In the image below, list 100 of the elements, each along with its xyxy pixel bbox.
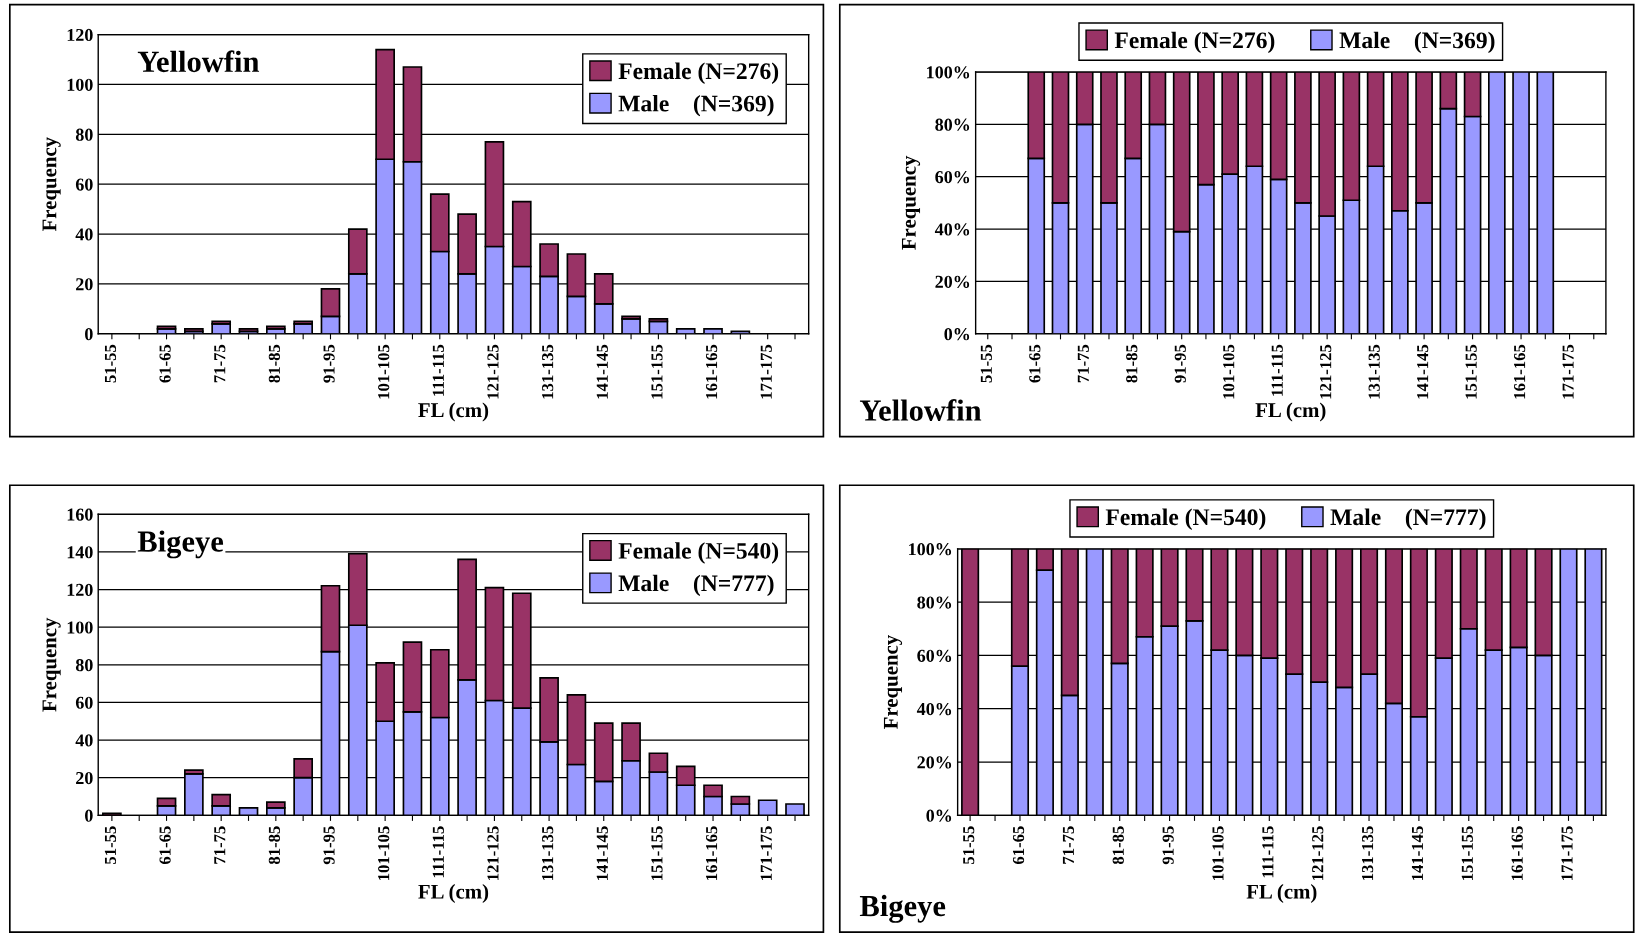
x-tick-label: 81-85 [268, 344, 281, 383]
x-tick-label: 61-65 [159, 826, 171, 865]
chart-title: Yellowfin [137, 50, 260, 73]
y-axis-title: Frequency [42, 617, 61, 712]
y-tick-label: 100% [927, 66, 970, 79]
x-tick-label: 141-145 [1411, 826, 1424, 880]
x-tick-label: 131-135 [542, 344, 554, 399]
y-tick-label: 80 [75, 128, 93, 141]
chart-title: Bigeye [137, 530, 224, 559]
x-tick-label: 151-155 [651, 826, 663, 880]
y-tick-label: 120 [67, 583, 93, 596]
legend-label: Male (N=777) [1330, 508, 1486, 530]
x-tick-label: 171-175 [1561, 826, 1573, 880]
x-tick-label: 171-175 [1562, 344, 1574, 399]
y-tick-label: 100% [909, 543, 952, 556]
y-tick-label: 20 [76, 278, 93, 291]
x-tick-label: 101-105 [378, 344, 390, 399]
x-tick-label: 61-65 [1012, 826, 1025, 865]
x-tick-label: 131-135 [542, 826, 554, 880]
y-tick-label: 20% [935, 275, 970, 288]
y-tick-label: 40% [916, 702, 952, 716]
x-tick-label: 121-125 [487, 344, 499, 399]
x-axis-title: FL (cm) [1246, 884, 1317, 903]
x-tick-label: 161-165 [706, 344, 718, 399]
x-axis-title: FL (cm) [418, 884, 489, 903]
x-axis-title: FL (cm) [418, 402, 489, 422]
y-tick-label: 20% [917, 756, 952, 769]
x-tick-label: 101-105 [378, 826, 390, 880]
y-axis-title: Frequency [883, 635, 903, 729]
y-tick-label: 40 [75, 734, 93, 747]
x-axis-title: FL (cm) [1255, 402, 1326, 422]
x-tick-label: 71-75 [1062, 826, 1075, 864]
x-tick-label: 81-85 [1112, 826, 1124, 865]
x-tick-label: 151-155 [1461, 826, 1473, 880]
x-tick-label: 131-135 [1362, 826, 1374, 880]
x-tick-label: 61-65 [1029, 344, 1041, 383]
y-axis-title: Frequency [901, 155, 921, 250]
x-tick-label: 81-85 [268, 826, 281, 865]
x-tick-label: 171-175 [760, 826, 772, 880]
y-tick-label: 60% [917, 649, 952, 662]
x-tick-label: 141-145 [596, 344, 608, 399]
x-tick-label: 111-115 [432, 344, 444, 396]
y-tick-label: 0 [85, 809, 93, 822]
text: Bigeye [859, 894, 946, 923]
x-tick-label: 91-95 [323, 826, 335, 865]
x-tick-label: 121-125 [1312, 826, 1324, 880]
legend-label: Female (N=276) [618, 62, 779, 84]
bar [265, 325, 286, 330]
x-tick-label: 91-95 [1162, 826, 1174, 865]
y-tick-label: 100 [67, 621, 93, 634]
x-tick-label: 51-55 [963, 826, 975, 864]
x-tick-label: 51-55 [104, 344, 117, 383]
y-tick-label: 20 [76, 771, 93, 785]
x-tick-label: 111-115 [432, 826, 444, 878]
legend-label: Male (N=369) [618, 94, 774, 117]
x-tick-label: 101-105 [1223, 344, 1235, 399]
y-tick-label: 60 [75, 696, 93, 709]
y-tick-label: 60 [75, 178, 93, 191]
y-tick-label: 140 [67, 546, 93, 559]
bar [156, 325, 177, 330]
x-tick-label: 101-105 [1212, 826, 1224, 880]
y-tick-label: 120 [67, 28, 93, 42]
y-tick-label: 0% [926, 809, 952, 822]
x-tick-label: 161-165 [1514, 344, 1526, 399]
x-tick-label: 91-95 [1174, 344, 1186, 383]
y-tick-label: 0 [85, 328, 93, 341]
x-tick-label: 121-125 [487, 826, 499, 880]
x-tick-label: 51-55 [104, 826, 117, 864]
x-tick-label: 71-75 [1077, 344, 1089, 383]
x-tick-label: 51-55 [980, 344, 992, 383]
y-tick-label: 0% [944, 328, 970, 341]
x-tick-label: 151-155 [651, 344, 663, 399]
x-tick-label: 121-125 [1320, 344, 1332, 399]
legend-label: Male (N=777) [618, 574, 774, 597]
x-tick-label: 171-175 [760, 344, 772, 399]
x-tick-label: 111-115 [1262, 826, 1274, 878]
legend-label: Female (N=540) [618, 542, 779, 564]
legend-label: Female (N=540) [1105, 508, 1266, 530]
x-tick-label: 111-115 [1271, 344, 1283, 396]
y-tick-label: 80% [935, 118, 970, 131]
y-tick-label: 160 [67, 508, 93, 521]
legend-label: Male (N=369) [1339, 31, 1495, 54]
x-tick-label: 71-75 [214, 826, 226, 864]
text: Yellowfin [859, 399, 982, 421]
y-tick-label: 60% [935, 170, 970, 184]
x-tick-label: 161-165 [706, 826, 718, 880]
legend-label: Female (N=276) [1114, 31, 1275, 54]
y-tick-label: 40 [75, 228, 93, 241]
y-tick-label: 80 [75, 659, 93, 672]
x-tick-label: 61-65 [159, 344, 171, 383]
y-tick-label: 100 [67, 78, 93, 91]
x-tick-label: 151-155 [1465, 344, 1477, 399]
x-tick-label: 131-135 [1368, 344, 1380, 399]
y-axis-title: Frequency [42, 137, 61, 232]
x-tick-label: 141-145 [596, 826, 608, 880]
x-tick-label: 91-95 [323, 344, 335, 383]
x-tick-label: 81-85 [1126, 344, 1138, 383]
x-tick-label: 71-75 [214, 344, 226, 383]
x-tick-label: 161-165 [1511, 826, 1523, 880]
y-tick-label: 80% [917, 596, 952, 609]
